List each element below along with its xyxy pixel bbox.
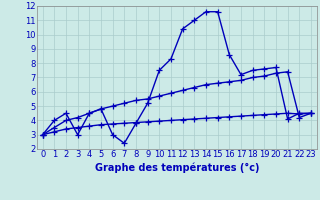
X-axis label: Graphe des températures (°c): Graphe des températures (°c) bbox=[94, 162, 259, 173]
